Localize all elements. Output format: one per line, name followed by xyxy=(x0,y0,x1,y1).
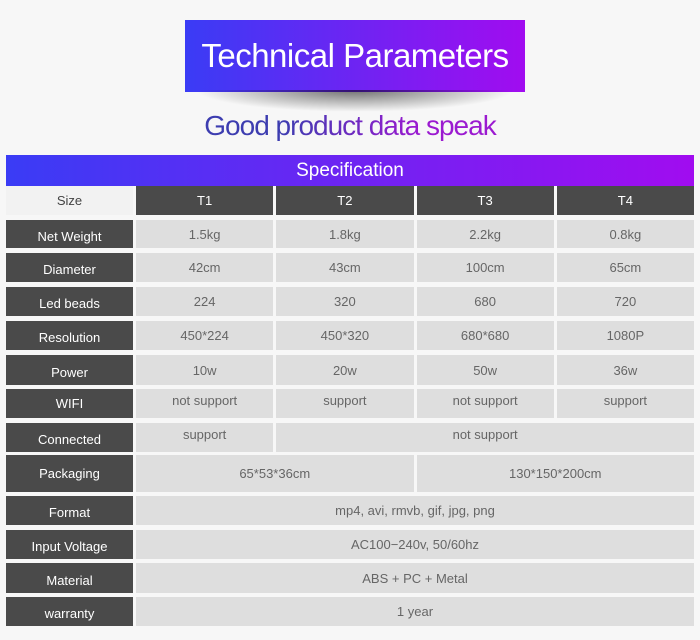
table-row: WIFI not support support not support support xyxy=(6,389,694,418)
row-value: 450*224 xyxy=(136,321,274,350)
table-row: Input Voltage AC100−240v, 50/60hz xyxy=(6,530,694,559)
row-value: 1080P xyxy=(556,321,694,350)
size-label: Size xyxy=(6,186,133,215)
row-label: Net Weight xyxy=(6,220,133,248)
row-value: support xyxy=(556,389,694,418)
row-value: 65*53*36cm xyxy=(136,455,414,492)
table-row: Diameter 42cm 43cm 100cm 65cm xyxy=(6,253,694,282)
title-shadow xyxy=(195,90,515,112)
row-value: 720 xyxy=(556,287,694,316)
subtitle: Good product data speak xyxy=(0,110,700,142)
model-header: T1 xyxy=(136,186,274,215)
row-value: 680*680 xyxy=(416,321,554,350)
table-row: Net Weight 1.5kg 1.8kg 2.2kg 0.8kg xyxy=(6,220,694,248)
row-value: ABS + PC + Metal xyxy=(136,563,694,593)
row-label: Input Voltage xyxy=(6,530,133,559)
row-value: 100cm xyxy=(416,253,554,282)
title-banner: Technical Parameters xyxy=(185,20,525,92)
row-label: Format xyxy=(6,496,133,525)
table-row: Resolution 450*224 450*320 680*680 1080P xyxy=(6,321,694,350)
row-value: not support xyxy=(416,389,554,418)
model-header: T4 xyxy=(556,186,694,215)
row-value: 20w xyxy=(276,355,414,385)
table-row: warranty 1 year xyxy=(6,597,694,626)
row-label: Material xyxy=(6,563,133,593)
row-label: Packaging xyxy=(6,455,133,492)
row-label: warranty xyxy=(6,597,133,626)
row-value: 1 year xyxy=(136,597,694,626)
spec-title: Specification xyxy=(296,159,404,181)
row-label: Connected xyxy=(6,423,133,452)
row-value: 680 xyxy=(416,287,554,316)
row-value: support xyxy=(136,423,274,452)
table-row: Material ABS + PC + Metal xyxy=(6,563,694,593)
row-value: mp4, avi, rmvb, gif, jpg, png xyxy=(136,496,694,525)
row-value: 1.5kg xyxy=(136,220,274,248)
table-row: Format mp4, avi, rmvb, gif, jpg, png xyxy=(6,496,694,525)
row-value: 10w xyxy=(136,355,274,385)
row-value: support xyxy=(276,389,414,418)
row-value: not support xyxy=(136,389,274,418)
row-value: 42cm xyxy=(136,253,274,282)
row-value: 50w xyxy=(416,355,554,385)
model-header: T2 xyxy=(276,186,414,215)
specification-header: Specification xyxy=(6,155,694,186)
row-value: not support xyxy=(276,423,694,452)
row-value: 130*150*200cm xyxy=(416,455,694,492)
row-value: 1.8kg xyxy=(276,220,414,248)
row-value: 0.8kg xyxy=(556,220,694,248)
table-row: Power 10w 20w 50w 36w xyxy=(6,355,694,385)
row-label: Diameter xyxy=(6,253,133,282)
row-value: 2.2kg xyxy=(416,220,554,248)
model-header: T3 xyxy=(416,186,554,215)
table-row: Packaging 65*53*36cm 130*150*200cm xyxy=(6,455,694,492)
row-label: Led beads xyxy=(6,287,133,316)
header-row: Size T1 T2 T3 T4 xyxy=(6,186,694,215)
row-value: 320 xyxy=(276,287,414,316)
row-value: 36w xyxy=(556,355,694,385)
row-label: Resolution xyxy=(6,321,133,350)
row-value: 450*320 xyxy=(276,321,414,350)
row-value: 43cm xyxy=(276,253,414,282)
table-row: Connected support not support xyxy=(6,423,694,452)
row-value: AC100−240v, 50/60hz xyxy=(136,530,694,559)
table-row: Led beads 224 320 680 720 xyxy=(6,287,694,316)
row-value: 224 xyxy=(136,287,274,316)
row-label: Power xyxy=(6,355,133,385)
page-title: Technical Parameters xyxy=(201,37,509,74)
row-label: WIFI xyxy=(6,389,133,418)
row-value: 65cm xyxy=(556,253,694,282)
